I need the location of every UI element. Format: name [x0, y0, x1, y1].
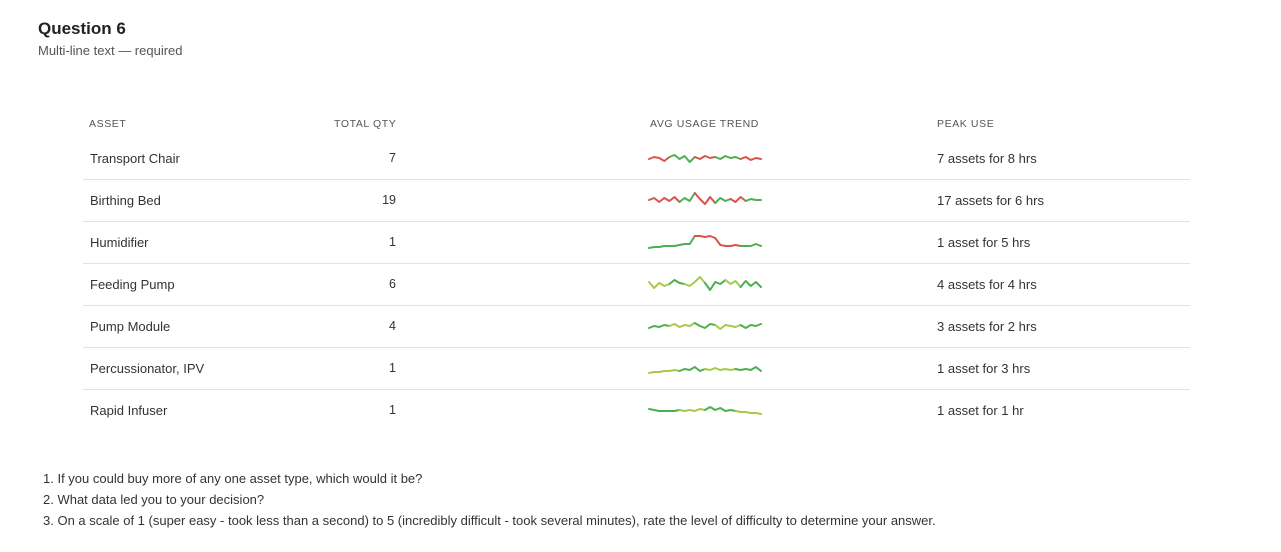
sparkline — [648, 366, 762, 374]
sparkline-segment — [714, 155, 742, 160]
sparkline-segment — [648, 281, 671, 289]
question-item: 3. On a scale of 1 (super easy - took le… — [43, 513, 936, 528]
question-item: 1. If you could buy more of any one asse… — [43, 471, 423, 486]
sparkline — [648, 322, 762, 330]
sparkline-segment — [683, 276, 706, 287]
sparkline — [648, 154, 762, 163]
cell-peak-use: 4 assets for 4 hrs — [937, 277, 1037, 292]
column-header-peak-use: PEAK USE — [937, 118, 995, 130]
sparkline-segment — [744, 198, 762, 202]
sparkline-segment — [734, 410, 762, 415]
asset-table: ASSET TOTAL QTY AVG USAGE TREND PEAK USE… — [83, 112, 1190, 431]
table-row: Birthing Bed 19 17 assets for 6 hrs — [83, 180, 1190, 222]
question-item: 2. What data led you to your decision? — [43, 492, 265, 507]
cell-peak-use: 7 assets for 8 hrs — [937, 151, 1037, 166]
sparkline-segment — [648, 369, 681, 374]
sparkline-segment — [648, 408, 681, 412]
cell-peak-use: 1 asset for 3 hrs — [937, 361, 1031, 376]
table-header: ASSET TOTAL QTY AVG USAGE TREND PEAK USE — [83, 112, 1190, 138]
sparkline-segment — [704, 406, 737, 412]
cell-asset: Birthing Bed — [90, 193, 161, 208]
cell-usage-trend — [647, 228, 763, 256]
sparkline-segment — [668, 279, 686, 285]
cell-asset: Rapid Infuser — [90, 403, 168, 418]
sparkline — [648, 192, 762, 205]
sparkline-segment — [678, 192, 696, 203]
sparkline-segment — [648, 245, 671, 249]
cell-peak-use: 1 asset for 1 hr — [937, 403, 1024, 418]
cell-asset: Transport Chair — [90, 151, 180, 166]
sparkline-segment — [693, 192, 717, 205]
table-row: Humidifier 1 1 asset for 5 hrs — [83, 222, 1190, 264]
cell-usage-trend — [647, 312, 763, 340]
cell-usage-trend — [647, 186, 763, 214]
sparkline-segment — [714, 324, 742, 330]
cell-usage-trend — [647, 144, 763, 172]
cell-asset: Humidifier — [90, 235, 149, 250]
table-row: Percussionator, IPV 1 1 asset for 3 hrs — [83, 348, 1190, 390]
cell-usage-trend — [647, 396, 763, 424]
sparkline-segment — [739, 243, 762, 247]
cell-total-qty: 1 — [389, 235, 396, 249]
question-subtitle: Multi-line text — required — [38, 43, 183, 58]
sparkline-segment — [693, 322, 717, 329]
sparkline — [648, 276, 762, 291]
cell-total-qty: 1 — [389, 361, 396, 375]
cell-asset: Pump Module — [90, 319, 171, 334]
cell-total-qty: 6 — [389, 277, 396, 291]
sparkline-segment — [668, 322, 696, 328]
cell-asset: Feeding Pump — [90, 277, 175, 292]
table-row: Transport Chair 7 7 assets for 8 hrs — [83, 138, 1190, 180]
cell-usage-trend — [647, 354, 763, 382]
sparkline-segment — [734, 366, 762, 372]
sparkline-segment — [724, 279, 742, 288]
sparkline — [648, 235, 762, 249]
cell-peak-use: 3 assets for 2 hrs — [937, 319, 1037, 334]
cell-usage-trend — [647, 270, 763, 298]
cell-asset: Percussionator, IPV — [90, 361, 205, 376]
question-title: Question 6 — [38, 19, 126, 38]
table-row: Feeding Pump 6 4 assets for 4 hrs — [83, 264, 1190, 306]
cell-total-qty: 4 — [389, 319, 396, 333]
sparkline-segment — [693, 235, 717, 239]
sparkline-segment — [668, 154, 696, 163]
sparkline-segment — [648, 156, 671, 162]
column-header-asset: ASSET — [89, 118, 127, 130]
sparkline-segment — [648, 197, 666, 203]
sparkline-segment — [729, 196, 747, 203]
sparkline-segment — [704, 279, 727, 291]
sparkline-segment — [693, 155, 717, 160]
sparkline-segment — [678, 408, 706, 412]
sparkline — [648, 406, 762, 415]
table-row: Pump Module 4 3 assets for 2 hrs — [83, 306, 1190, 348]
sparkline-segment — [739, 280, 762, 288]
cell-total-qty: 19 — [382, 193, 396, 207]
sparkline-segment — [663, 196, 681, 203]
sparkline-segment — [648, 324, 671, 329]
sparkline-segment — [739, 156, 762, 161]
table-row: Rapid Infuser 1 1 asset for 1 hr — [83, 390, 1190, 431]
cell-total-qty: 7 — [389, 151, 396, 165]
cell-peak-use: 1 asset for 5 hrs — [937, 235, 1031, 250]
question-list: 1. If you could buy more of any one asse… — [43, 470, 936, 533]
column-header-total-qty: TOTAL QTY — [334, 118, 397, 130]
sparkline-segment — [668, 235, 696, 247]
sparkline-segment — [704, 367, 737, 371]
cell-total-qty: 1 — [389, 403, 396, 417]
sparkline-segment — [714, 197, 732, 204]
sparkline-segment — [678, 366, 706, 372]
sparkline-segment — [714, 237, 742, 247]
cell-peak-use: 17 assets for 6 hrs — [937, 193, 1044, 208]
column-header-avg-usage-trend: AVG USAGE TREND — [650, 118, 759, 130]
table-body: Transport Chair 7 7 assets for 8 hrs Birthi… — [83, 138, 1190, 431]
sparkline-segment — [739, 323, 762, 329]
